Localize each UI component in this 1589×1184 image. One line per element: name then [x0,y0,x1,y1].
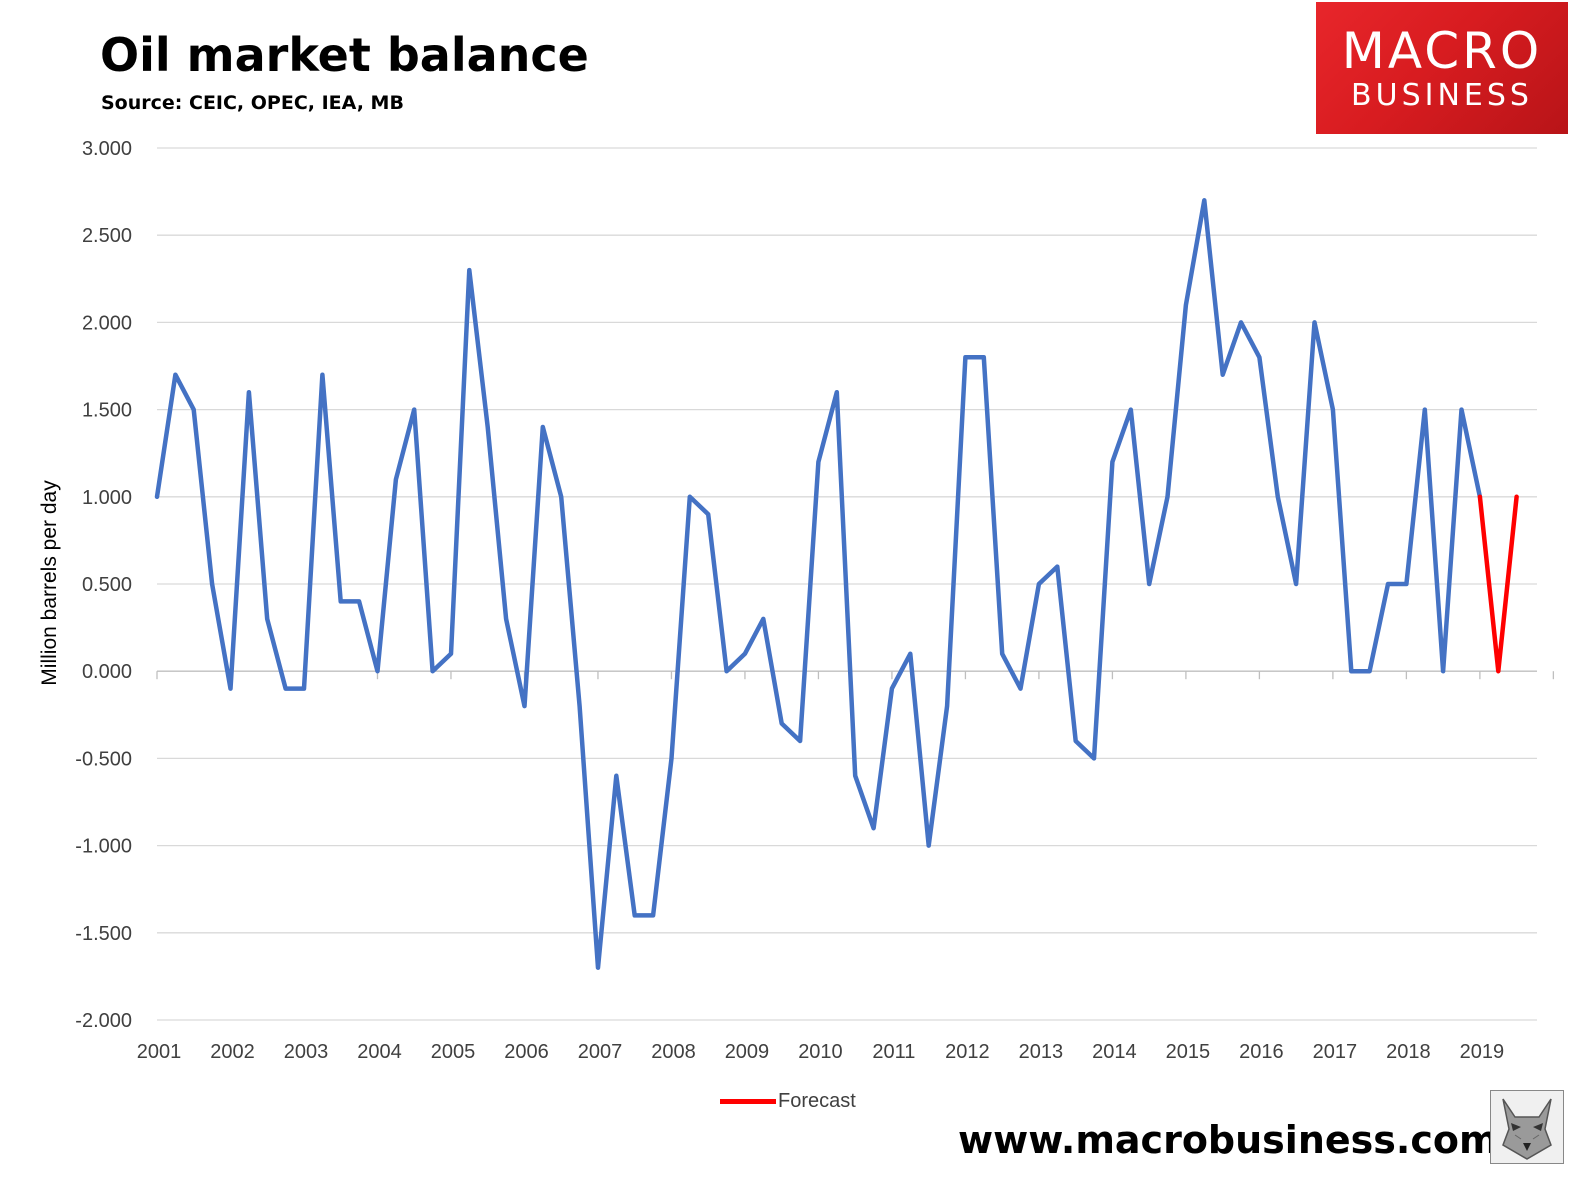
y-tick-label: 0.500 [82,574,132,596]
x-tick-label: 2005 [431,1041,476,1063]
x-tick-label: 2019 [1460,1041,1505,1063]
wolf-icon [1490,1090,1564,1164]
x-tick-label: 2017 [1313,1041,1358,1063]
x-tick-label: 2012 [945,1041,990,1063]
x-tick-label: 2008 [651,1041,696,1063]
x-tick-label: 2002 [210,1041,255,1063]
x-tick-label: 2003 [284,1041,329,1063]
chart-title: Oil market balance [100,28,589,82]
chart-source: Source: CEIC, OPEC, IEA, MB [101,92,404,114]
y-tick-label: -0.500 [75,748,132,770]
y-tick-label: 2.500 [82,225,132,247]
x-tick-label: 2006 [504,1041,549,1063]
website-url[interactable]: www.macrobusiness.com.au [958,1118,1566,1162]
y-tick-label: -2.000 [75,1010,132,1032]
y-tick-label: 0.000 [82,661,132,683]
x-tick-label: 2010 [798,1041,843,1063]
y-axis-label: Million barrels per day [38,480,61,686]
legend-forecast-swatch [720,1098,776,1104]
x-tick-label: 2014 [1092,1041,1137,1063]
x-tick-label: 2018 [1386,1041,1431,1063]
x-tick-label: 2001 [137,1041,182,1063]
x-tick-label: 2004 [357,1041,402,1063]
legend: Forecast [720,1088,856,1114]
series-line-forecast [1477,494,1519,674]
x-tick-label: 2015 [1166,1041,1211,1063]
y-tick-label: 1.000 [82,487,132,509]
macrobusiness-logo[interactable]: MACRO BUSINESS [1316,2,1568,134]
y-tick-label: -1.000 [75,836,132,858]
x-tick-label: 2007 [578,1041,623,1063]
x-axis-ticks: 2001 2002 2003 2004 2005 2006 2007 2008 2009 2010… [137,671,1555,1063]
x-tick-label: 2009 [725,1041,770,1063]
series-line-actual [154,198,1483,970]
y-tick-label: 2.000 [82,312,132,334]
y-tick-label: 3.000 [82,138,132,160]
y-axis-ticks: 3.000 2.500 2.000 1.500 1.000 0.500 0.000 -0.50… [75,138,132,1032]
logo-line-macro: MACRO [1341,22,1543,80]
x-tick-label: 2011 [872,1041,915,1063]
series-lines [154,198,1519,970]
logo-line-business: BUSINESS [1351,78,1533,113]
y-tick-label: -1.500 [75,923,132,945]
x-tick-label: 2013 [1019,1041,1064,1063]
x-tick-label: 2016 [1239,1041,1284,1063]
y-tick-label: 1.500 [82,400,132,422]
legend-forecast-label: Forecast [778,1089,856,1112]
